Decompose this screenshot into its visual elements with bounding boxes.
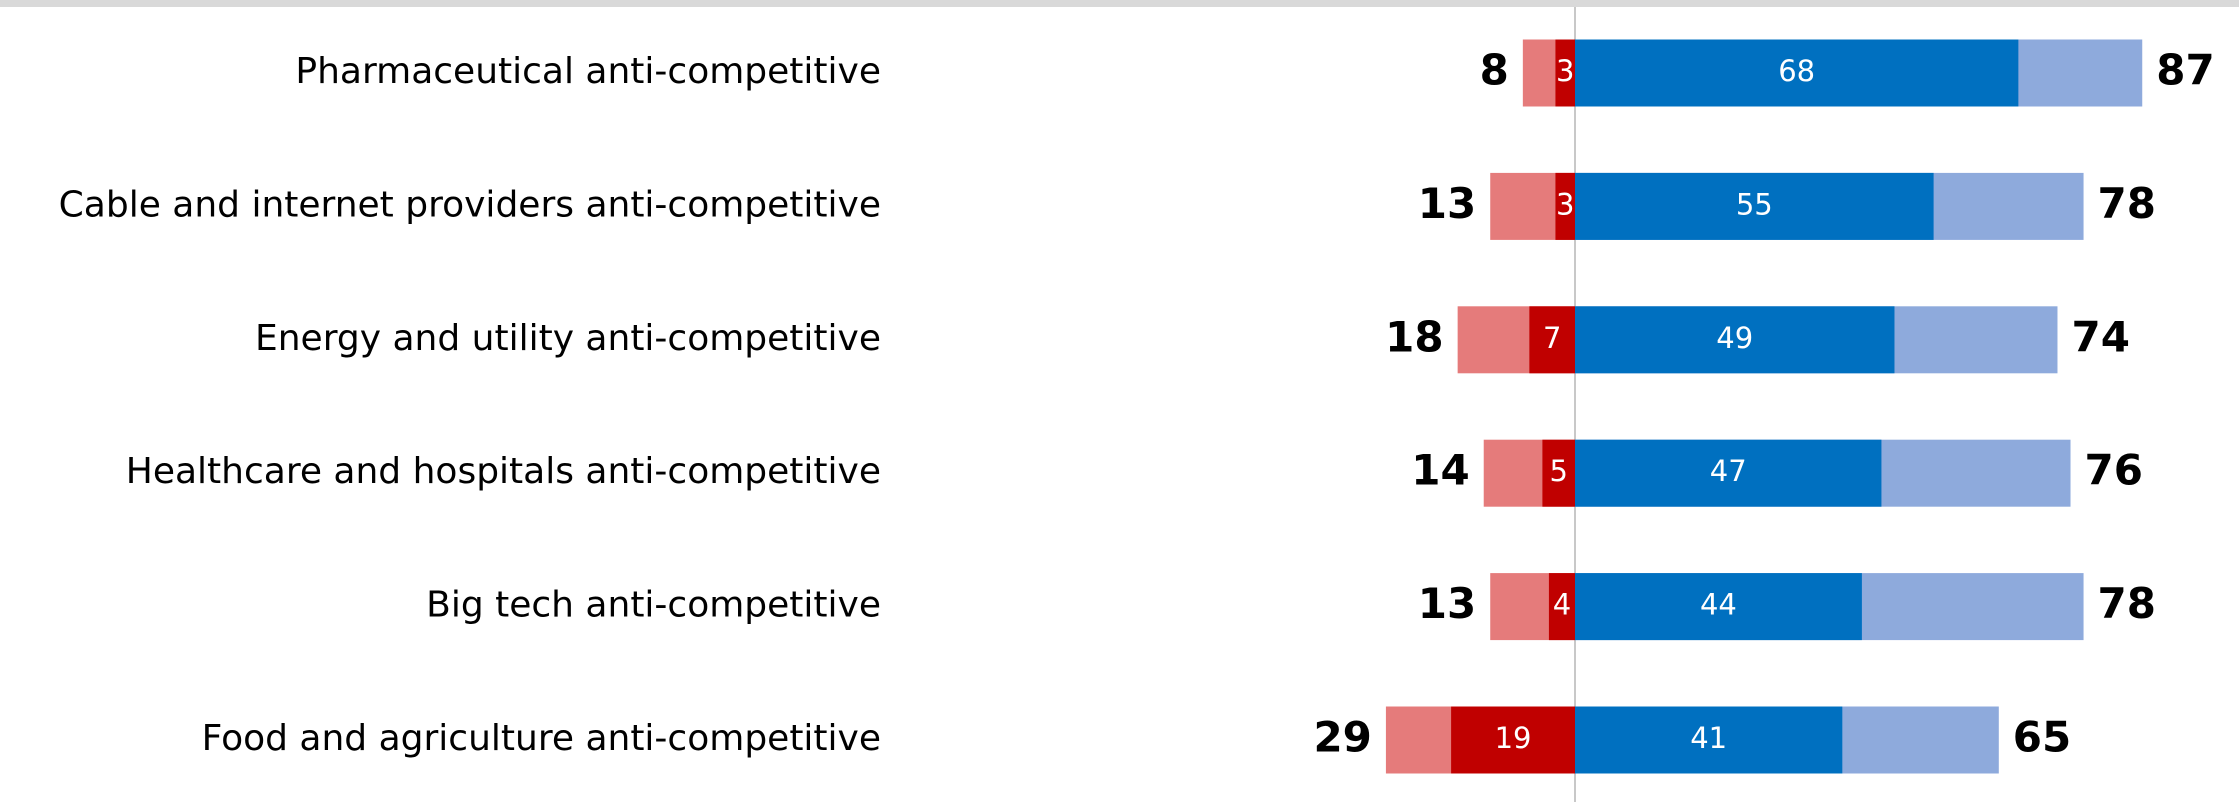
total-label: 18 [1385,312,1443,361]
total-label: 29 [1313,713,1371,762]
value-label: 68 [1778,54,1815,88]
category-label: Cable and internet providers anti-compet… [59,184,881,225]
bar [1555,172,1575,240]
value-label: 4 [1553,588,1571,622]
value-label: 5 [1549,454,1567,488]
bar [1575,172,1934,240]
value-label: 41 [1690,721,1727,755]
value-label: 55 [1736,187,1773,221]
value-label: 44 [1700,588,1737,622]
category-label: Pharmaceutical anti-competitive [295,51,881,92]
value-label: 3 [1556,54,1574,88]
total-label: 13 [1418,579,1476,628]
total-label: 14 [1411,446,1469,495]
bar [1575,39,2019,107]
bar [1542,439,1575,507]
total-label: 13 [1418,179,1476,228]
bar [1575,706,1843,774]
total-label: 78 [2098,179,2156,228]
category-label: Healthcare and hospitals anti-competitiv… [126,451,881,492]
value-label: 7 [1543,321,1561,355]
category-label: Food and agriculture anti-competitive [202,718,881,759]
value-label: 47 [1710,454,1747,488]
bar [1529,306,1575,374]
bar [1555,39,1575,107]
value-label: 3 [1556,187,1574,221]
bar [1451,706,1575,774]
category-label: Energy and utility anti-competitive [255,318,881,359]
total-label: 78 [2098,579,2156,628]
category-label: Big tech anti-competitive [426,585,881,626]
bar [1548,573,1575,641]
bar [1575,439,1882,507]
total-label: 65 [2013,713,2071,762]
top-band [0,0,2239,7]
total-label: 8 [1480,46,1509,95]
value-label: 19 [1495,721,1532,755]
total-label: 74 [2071,312,2129,361]
bar [1575,306,1895,374]
bar [1575,573,1862,641]
value-label: 49 [1716,321,1753,355]
total-label: 76 [2085,446,2143,495]
total-label: 87 [2156,46,2214,95]
